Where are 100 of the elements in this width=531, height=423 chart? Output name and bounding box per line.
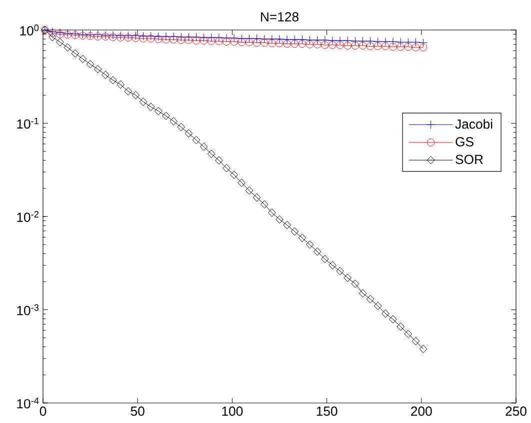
y-tick-label: 10$^{0}$ [20, 24, 39, 36]
point [222, 34, 231, 42]
point [283, 40, 291, 48]
point [177, 122, 186, 132]
x-tick-label: 50 [130, 406, 144, 416]
point [71, 49, 80, 58]
point [215, 37, 223, 45]
point [132, 91, 140, 100]
point [419, 44, 428, 52]
point [214, 33, 224, 42]
point [116, 31, 125, 40]
point [306, 36, 314, 44]
point [404, 38, 412, 46]
point [94, 32, 102, 40]
point [177, 36, 185, 44]
y-tick-label: 10$^{-4}$ [17, 398, 39, 408]
point [86, 60, 94, 68]
point [382, 309, 390, 318]
point [139, 32, 148, 40]
point [336, 41, 344, 49]
point [276, 39, 284, 48]
point [396, 38, 405, 46]
point [366, 42, 374, 50]
point [276, 215, 284, 224]
point [268, 34, 276, 44]
x-tick-label: 200 [411, 406, 432, 416]
point [268, 208, 276, 217]
legend-label: GS [456, 137, 474, 146]
point [381, 37, 390, 46]
point [343, 36, 352, 45]
point [146, 32, 156, 40]
point [154, 106, 162, 116]
point [124, 87, 132, 96]
point [411, 38, 420, 46]
point [108, 30, 118, 40]
point [260, 38, 268, 47]
point [245, 186, 254, 195]
point [419, 344, 428, 354]
point [162, 36, 170, 44]
point [344, 42, 352, 50]
point [200, 142, 208, 151]
point [336, 266, 344, 276]
x-tick-label: 0 [40, 406, 46, 416]
point [358, 42, 367, 50]
point [260, 200, 268, 208]
x-tick-label: 100 [222, 406, 243, 416]
point [170, 36, 178, 44]
point [389, 315, 397, 324]
point [321, 254, 329, 264]
point [131, 31, 140, 40]
point [351, 42, 360, 50]
chart-title: N=128 [261, 12, 298, 22]
point [230, 170, 238, 179]
point [306, 40, 314, 48]
point [102, 70, 110, 80]
point [351, 280, 360, 288]
point [244, 34, 254, 43]
point [215, 156, 223, 165]
point [116, 34, 124, 42]
x-tick-label: 250 [506, 406, 526, 416]
point [358, 289, 367, 298]
point [238, 38, 246, 46]
point [313, 40, 322, 48]
point [230, 38, 238, 46]
point [283, 220, 291, 230]
point [412, 337, 420, 346]
point [320, 36, 330, 44]
point [404, 330, 412, 338]
point [268, 39, 276, 48]
point [321, 41, 329, 49]
point [222, 38, 230, 46]
point [350, 36, 360, 46]
point [313, 247, 322, 256]
point [109, 33, 117, 41]
point [207, 150, 216, 158]
y-tick-label: 10$^{-2}$ [17, 211, 39, 222]
point [388, 37, 398, 46]
point [374, 37, 382, 46]
point [154, 35, 162, 43]
point [184, 129, 193, 138]
point [336, 36, 344, 45]
point [290, 35, 299, 44]
point [162, 32, 170, 41]
point [207, 33, 216, 42]
point [252, 38, 261, 47]
point [275, 34, 284, 44]
point [306, 240, 314, 249]
point [139, 98, 148, 106]
point [169, 32, 178, 41]
x-tick-label: 150 [316, 406, 338, 416]
point [313, 36, 322, 44]
point [154, 32, 163, 41]
legend-label: Jacobi [455, 119, 492, 129]
point [366, 36, 375, 46]
point [298, 40, 306, 48]
point [176, 32, 186, 42]
point [139, 34, 148, 42]
point [290, 227, 299, 236]
point [124, 31, 132, 40]
point [366, 294, 374, 304]
